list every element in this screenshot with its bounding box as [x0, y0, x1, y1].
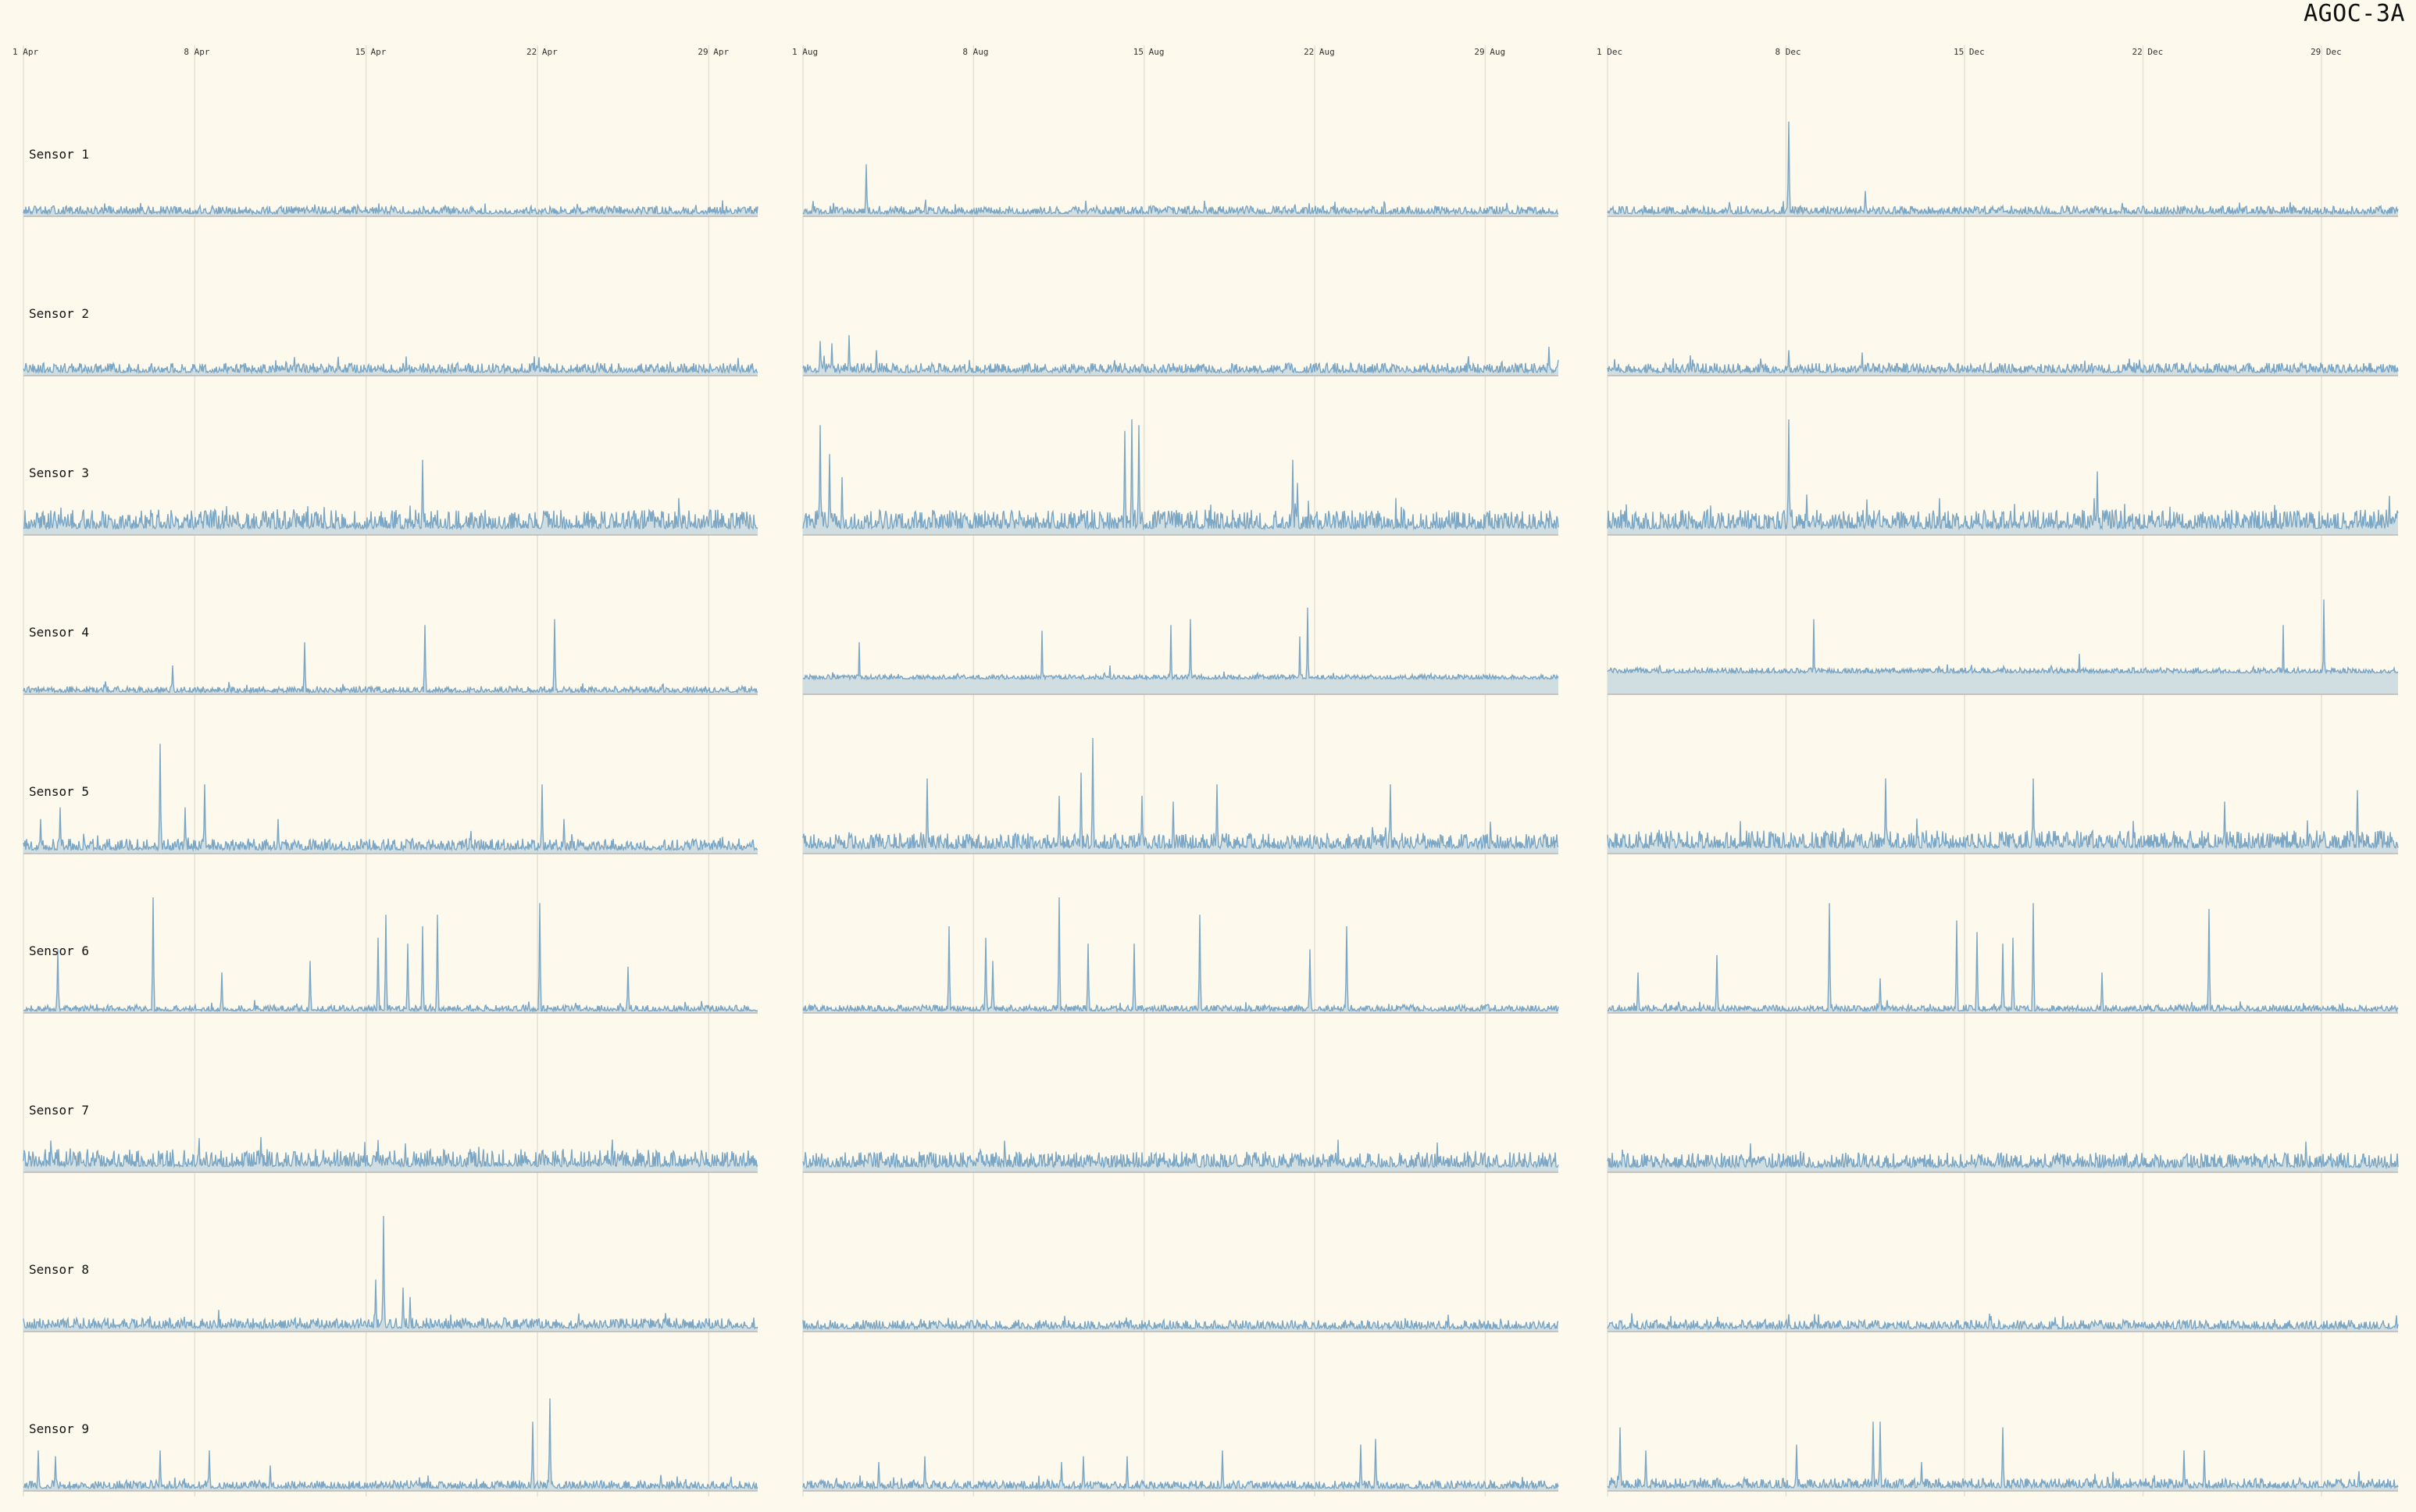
sensor-line: [802, 607, 1559, 682]
sensor-area: [23, 1216, 758, 1332]
x-tick-label: 29 Dec: [2311, 47, 2342, 57]
sensor-line: [1607, 350, 2399, 375]
x-tick-label: 1 Apr: [12, 47, 38, 57]
sensor-area: [803, 1439, 1558, 1491]
x-tick-label: 15 Aug: [1133, 47, 1165, 57]
sensor-line: [23, 459, 758, 531]
sensor-line: [1607, 121, 2399, 216]
x-tick-label: 8 Dec: [1775, 47, 1801, 57]
sensor-line: [23, 1136, 758, 1169]
sensor-line: [802, 1314, 1559, 1331]
sensor-area: [23, 1136, 758, 1172]
sensor-line: [1607, 1421, 2399, 1490]
sensor-line: [23, 744, 758, 852]
sensor-area: [803, 897, 1558, 1013]
sensor-label: Sensor 8: [29, 1262, 89, 1277]
sensor-line: [802, 419, 1559, 531]
sensor-area: [1608, 1141, 2398, 1172]
sensor-area: [1608, 121, 2398, 216]
sensor-area: [23, 744, 758, 854]
sensor-line: [1607, 599, 2399, 676]
sensor-line: [23, 200, 758, 216]
sensor-label: Sensor 6: [29, 943, 89, 958]
sensor-line: [1607, 419, 2399, 531]
sensor-label: Sensor 2: [29, 306, 89, 321]
x-tick-label: 8 Aug: [962, 47, 988, 57]
sensor-line: [802, 737, 1559, 850]
sensor-line: [1607, 778, 2399, 850]
sensor-line: [802, 164, 1559, 216]
x-tick-label: 15 Dec: [1954, 47, 1985, 57]
sensor-line: [1607, 1141, 2399, 1170]
sensor-label: Sensor 1: [29, 147, 89, 162]
x-tick-label: 22 Apr: [526, 47, 558, 57]
sensor-area: [803, 608, 1558, 694]
sensor-line: [1607, 903, 2399, 1014]
grid-layer: [23, 45, 2322, 1496]
sensor-area: [23, 356, 758, 376]
sensor-line: [23, 356, 758, 375]
page-title: AGOC-3A: [2304, 0, 2405, 27]
x-tick-label: 1 Dec: [1597, 47, 1622, 57]
series-layer: [23, 121, 2399, 1492]
sensor-area: [803, 1139, 1558, 1172]
x-tick-label: 1 Aug: [792, 47, 818, 57]
sensor-area: [1608, 599, 2398, 694]
sensor-line: [802, 1439, 1559, 1491]
sensor-area: [23, 897, 758, 1013]
x-tick-label: 29 Aug: [1474, 47, 1505, 57]
sensor-line: [23, 897, 758, 1014]
sensor-line: [23, 1215, 758, 1331]
sensor-label: Sensor 7: [29, 1103, 89, 1118]
sensor-line: [802, 897, 1559, 1014]
sensor-label: Sensor 4: [29, 625, 89, 640]
sensor-area: [23, 459, 758, 535]
sensor-line: [23, 619, 758, 695]
sensor-area: [803, 738, 1558, 854]
sensor-line: [23, 1398, 758, 1491]
label-layer: 1 Apr 8 Apr 15 Apr 22 Apr 29 Apr 1 Aug 8 Aug 15…: [12, 47, 2342, 1436]
sensor-area: [23, 1398, 758, 1491]
x-tick-label: 29 Apr: [698, 47, 729, 57]
sensor-line: [1607, 1313, 2399, 1332]
x-tick-label: 22 Dec: [2132, 47, 2164, 57]
sensor-line: [802, 335, 1559, 375]
sensor-label: Sensor 5: [29, 784, 89, 799]
x-tick-label: 15 Apr: [355, 47, 387, 57]
sensor-area: [23, 619, 758, 694]
x-tick-label: 8 Apr: [184, 47, 209, 57]
x-tick-label: 22 Aug: [1304, 47, 1335, 57]
sensor-label: Sensor 9: [29, 1421, 89, 1436]
sensor-label: Sensor 3: [29, 465, 89, 480]
sensor-line: [802, 1139, 1559, 1169]
